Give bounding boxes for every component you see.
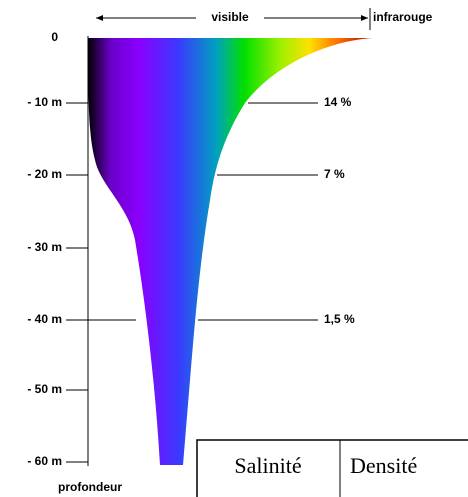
arrow-head [96, 15, 103, 21]
depth-label: 0 [51, 30, 58, 44]
depth-label: - 10 m [27, 95, 62, 109]
depth-label: - 60 m [27, 454, 62, 468]
depth-title: profondeur [58, 480, 122, 494]
diagram: visible infrarouge 0 - 10 m - 20 m - 30 m - … [0, 0, 468, 497]
percentage: 7 % [324, 167, 345, 181]
depth-label: - 50 m [27, 382, 62, 396]
infrared-label: infrarouge [373, 10, 433, 24]
depth-label: - 20 m [27, 167, 62, 181]
arrow-head [361, 15, 368, 21]
table-header: Salinité [234, 453, 301, 478]
visible-label: visible [211, 10, 249, 24]
table-header: Densité [350, 453, 417, 478]
depth-label: - 40 m [27, 312, 62, 326]
percentage: 1,5 % [324, 312, 355, 326]
depth-label: - 30 m [27, 240, 62, 254]
percentage: 14 % [324, 95, 352, 109]
